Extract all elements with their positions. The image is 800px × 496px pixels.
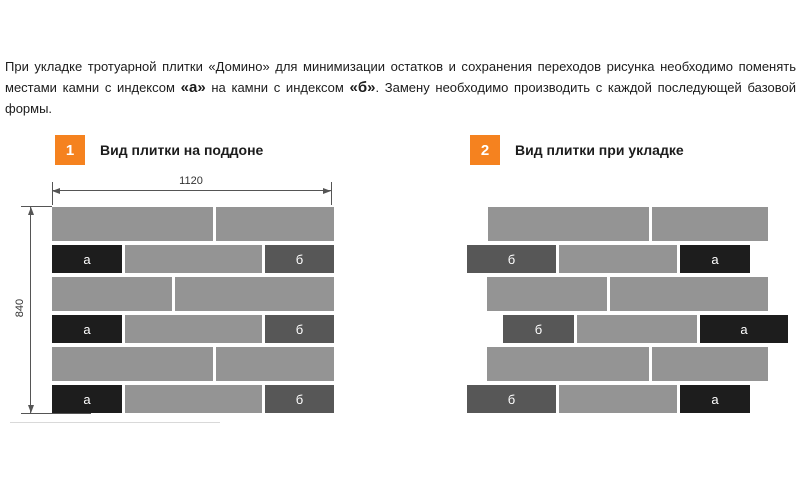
index-a: «а» (180, 78, 206, 96)
width-dimension-line (52, 190, 331, 191)
tile-label: а (83, 321, 91, 337)
tile-b: б (467, 245, 556, 273)
tile-label: б (295, 321, 304, 337)
tile-label: б (507, 391, 516, 407)
tile-gray (487, 347, 649, 381)
width-dimension-label: 1120 (156, 175, 226, 187)
tile-a: а (52, 315, 122, 343)
section-1-title: Вид плитки на поддоне (100, 142, 264, 158)
tile-b: б (467, 385, 556, 413)
tile-label: б (295, 251, 304, 267)
tile-a: а (680, 385, 750, 413)
pallet-baseline-artifact (10, 422, 220, 423)
section-1-number-badge: 1 (55, 135, 85, 165)
tile-b: б (265, 245, 334, 273)
tile-label: б (507, 251, 516, 267)
tile-label: а (711, 391, 719, 407)
width-dim-arrow-left (52, 188, 60, 194)
tile-label: б (295, 391, 304, 407)
height-dim-extension-bottom (21, 413, 91, 414)
tile-gray (125, 315, 262, 343)
tile-gray (559, 385, 677, 413)
width-dim-extension-right (331, 182, 332, 205)
tile-b: б (503, 315, 574, 343)
height-dimension-label: 840 (14, 298, 26, 318)
tile-gray (52, 347, 213, 381)
width-dim-arrow-right (323, 188, 331, 194)
tile-gray (559, 245, 677, 273)
section-1-header: 1 Вид плитки на поддоне (55, 135, 263, 165)
height-dimension-line (30, 207, 31, 413)
tile-label: б (534, 321, 543, 337)
intro-text-before: При укладке тротуарной плитки «Домино» д… (5, 59, 796, 95)
section-2-number-badge: 2 (470, 135, 500, 165)
intro-text-middle: на камни с индексом (205, 79, 350, 95)
width-dim-extension-left (52, 182, 53, 205)
tile-a: а (52, 385, 122, 413)
tile-label: а (83, 391, 91, 407)
tile-gray (488, 207, 649, 241)
tile-a: а (700, 315, 788, 343)
tile-gray (52, 277, 172, 311)
height-dim-extension-top (21, 206, 52, 207)
tile-gray (487, 277, 607, 311)
section-2-header: 2 Вид плитки при укладке (470, 135, 684, 165)
tile-gray (216, 207, 334, 241)
tile-a: а (52, 245, 122, 273)
tile-gray (125, 385, 262, 413)
tile-gray (652, 207, 768, 241)
tile-label: а (740, 321, 748, 337)
tile-gray (652, 347, 768, 381)
tile-b: б (265, 315, 334, 343)
intro-text: При укладке тротуарной плитки «Домино» д… (5, 57, 796, 119)
intro-text-after: . Замену необходимо производить с каждой… (5, 79, 796, 117)
height-dim-arrow-top (28, 207, 34, 215)
tile-gray (125, 245, 262, 273)
section-2-title: Вид плитки при укладке (515, 142, 684, 158)
tile-gray (577, 315, 697, 343)
height-dim-arrow-bottom (28, 405, 34, 413)
tile-gray (52, 207, 213, 241)
tile-label: а (711, 251, 719, 267)
tile-gray (610, 277, 768, 311)
tile-b: б (265, 385, 334, 413)
tile-gray (216, 347, 334, 381)
tile-gray (175, 277, 334, 311)
tile-a: а (680, 245, 750, 273)
index-b: «б» (349, 78, 376, 96)
tile-label: а (83, 251, 91, 267)
